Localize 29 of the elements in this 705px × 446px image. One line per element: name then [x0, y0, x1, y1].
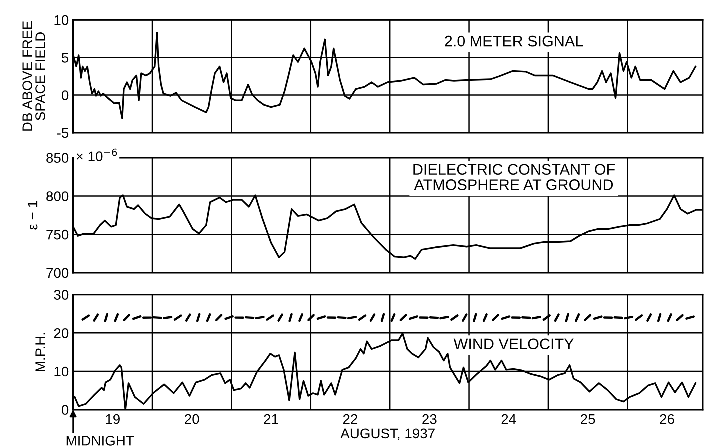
y-axis-title: ε − 1 [28, 201, 38, 230]
x-tick-label: 25 [581, 414, 596, 424]
y-tick-label: 0 [62, 90, 69, 100]
annotation: × 10$^{−6}$ [76, 148, 118, 162]
x-tick-label: 20 [185, 414, 200, 424]
x-tick-label: 21 [264, 414, 278, 424]
y-axis-title: M.P.H. [36, 333, 46, 372]
y-tick-label: 20 [54, 328, 69, 338]
x-tick-label: 23 [422, 414, 437, 424]
text: 2.0 METER SIGNAL [445, 36, 584, 47]
y-tick-label: 5 [62, 53, 69, 63]
y-tick-label: 10 [54, 366, 69, 377]
x-axis-title: AUGUST, 1937 [340, 428, 435, 440]
text: DIELECTRIC CONSTANT OF ATMOSPHERE AT GROUND [414, 164, 615, 190]
x-tick-label: 19 [106, 414, 120, 424]
y-tick-label: 750 [46, 230, 69, 240]
y-axis-title: DB ABOVE FREE SPACE FIELD [22, 22, 46, 131]
x-tick-label: 24 [502, 414, 516, 424]
text: WIND VELOCITY [454, 338, 574, 350]
y-tick-label: 10 [54, 15, 69, 26]
y-tick-label: 850 [46, 153, 69, 164]
y-tick-label: 700 [46, 268, 69, 278]
y-tick-label: 0 [62, 405, 69, 416]
y-tick-label: 800 [46, 192, 69, 202]
x-tick-label: 22 [343, 414, 358, 424]
y-tick-label: -5 [57, 128, 69, 138]
y-tick-label: 30 [54, 290, 69, 300]
x-tick-label: 26 [660, 414, 674, 424]
text: MIDNIGHT [66, 436, 134, 446]
